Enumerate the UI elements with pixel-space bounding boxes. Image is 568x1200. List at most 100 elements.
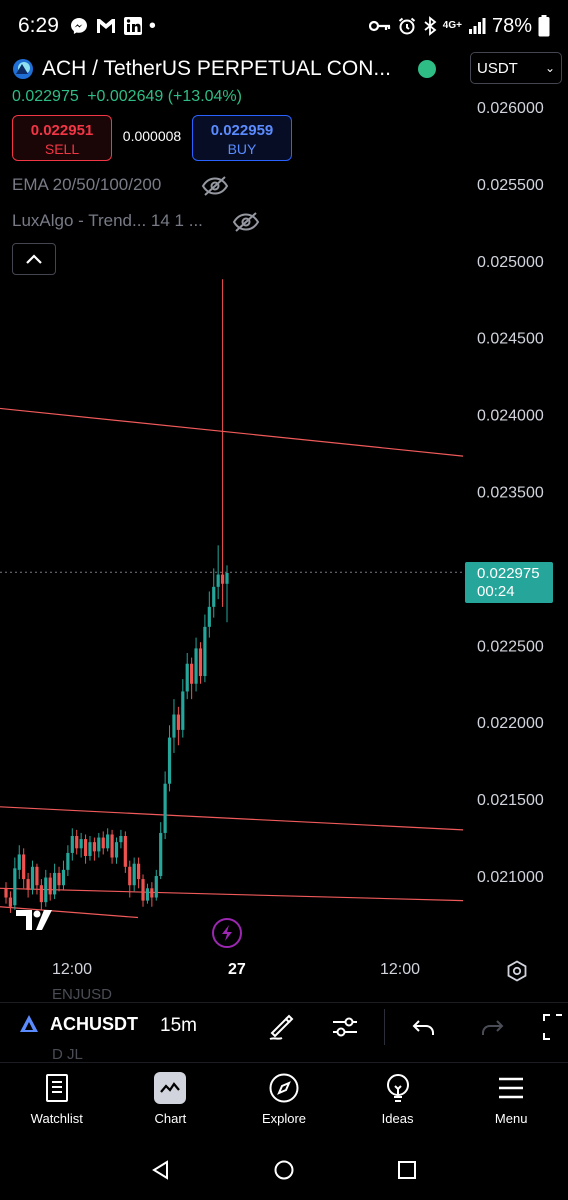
interval-selector[interactable]: 15m <box>160 1015 197 1036</box>
time-axis-label: 12:00 <box>52 961 93 978</box>
status-bar: 6:29 • 4G+ 78% <box>0 0 568 52</box>
candle <box>48 872 52 901</box>
notification-dot: • <box>148 14 156 37</box>
draw-icon[interactable] <box>266 1011 296 1043</box>
redo-icon[interactable] <box>478 1011 506 1043</box>
trendline[interactable] <box>0 887 464 902</box>
candle <box>88 836 92 861</box>
price-chart[interactable]: 0.026000 0.025500 0.025000 0.024500 0.024000… <box>0 0 568 1000</box>
chart-toolbar: ACHUSDT 15m <box>0 1002 568 1052</box>
nav-watchlist-label: Watchlist <box>30 1111 83 1126</box>
candle <box>132 857 136 892</box>
eye-off-icon[interactable] <box>231 210 261 234</box>
recents-icon[interactable] <box>396 1159 418 1181</box>
candle <box>66 845 70 876</box>
trendline[interactable] <box>0 407 464 457</box>
currency-value: USDT <box>477 59 518 77</box>
toolbar-divider <box>384 1009 385 1045</box>
buy-label: BUY <box>227 141 257 157</box>
candle <box>101 831 105 855</box>
candle <box>83 834 88 864</box>
candle <box>150 882 154 907</box>
price-axis-label: 0.026000 <box>477 100 544 117</box>
price-axis-label: 0.022000 <box>477 715 544 732</box>
candle <box>106 828 110 852</box>
candle <box>119 829 123 849</box>
undo-icon[interactable] <box>410 1011 438 1043</box>
nav-menu[interactable]: Menu <box>454 1063 568 1140</box>
symbol-title[interactable]: ACH / TetherUS PERPETUAL CON... <box>42 57 391 80</box>
trendline[interactable] <box>0 806 464 831</box>
alarm-icon <box>398 17 415 35</box>
bluetooth-icon <box>424 16 437 36</box>
candle <box>70 828 74 861</box>
candle <box>114 837 119 864</box>
ghost-symbol-below: D JL <box>52 1046 83 1063</box>
buy-price: 0.022959 <box>210 122 274 139</box>
nav-ideas[interactable]: Ideas <box>341 1063 455 1140</box>
sell-button[interactable]: 0.022951 SELL <box>12 115 112 161</box>
spread-value: 0.000008 <box>122 128 182 144</box>
candle <box>44 869 48 907</box>
gmail-icon <box>96 19 115 33</box>
currency-select[interactable]: USDT ⌄ <box>470 52 562 84</box>
ach-symbol-icon <box>20 1015 38 1032</box>
candle <box>167 725 172 792</box>
tradingview-logo <box>16 910 52 930</box>
sell-label: SELL <box>44 141 80 157</box>
candle <box>220 279 225 607</box>
candle <box>35 863 39 895</box>
eye-off-icon[interactable] <box>200 174 230 198</box>
lightning-button[interactable] <box>212 918 242 948</box>
fullscreen-icon[interactable] <box>540 1011 566 1043</box>
candle <box>137 857 141 889</box>
candle <box>163 771 167 840</box>
current-price-tag: 0.022975 00:24 <box>465 562 553 603</box>
sell-price: 0.022951 <box>30 122 94 139</box>
candle <box>194 637 198 692</box>
chart-settings-icon[interactable] <box>506 960 528 982</box>
current-price-label: 0.022975 <box>477 565 540 582</box>
candle <box>141 874 145 907</box>
indicator-luxalgo[interactable]: LuxAlgo - Trend... 14 1 ... <box>12 211 203 231</box>
candle <box>26 872 30 898</box>
chart-icon <box>160 1082 181 1093</box>
price-axis-label: 0.023500 <box>477 485 544 502</box>
trendline[interactable] <box>0 906 139 919</box>
price-axis-label: 0.021000 <box>477 869 544 886</box>
price-axis-label: 0.024500 <box>477 331 544 348</box>
home-icon[interactable] <box>273 1159 295 1181</box>
nav-watchlist[interactable]: Watchlist <box>0 1063 114 1140</box>
price-change: +0.002649 <box>87 88 164 105</box>
signal-icon <box>468 18 486 34</box>
key-icon <box>368 20 390 32</box>
battery-icon <box>538 15 550 37</box>
symbol-header[interactable]: ACH / TetherUS PERPETUAL CON... <box>12 54 472 84</box>
candle <box>190 657 194 700</box>
candle <box>159 822 163 880</box>
candle-countdown: 00:24 <box>477 583 515 600</box>
ghost-symbol-above: ENJUSD <box>52 986 113 1003</box>
candle <box>8 891 13 913</box>
network-type: 4G+ <box>442 20 462 31</box>
indicator-ema[interactable]: EMA 20/50/100/200 <box>12 175 161 195</box>
candle <box>172 699 176 753</box>
collapse-legend-button[interactable] <box>12 243 56 275</box>
candle <box>176 706 180 746</box>
candle <box>53 863 57 900</box>
nav-explore-label: Explore <box>261 1111 307 1126</box>
nav-chart[interactable]: Chart <box>114 1063 228 1140</box>
bottom-nav: Watchlist Chart Explore Ideas Menu <box>0 1062 568 1140</box>
buy-button[interactable]: 0.022959 BUY <box>192 115 292 161</box>
messenger-icon <box>70 18 87 34</box>
android-nav-bar <box>0 1140 568 1200</box>
nav-explore[interactable]: Explore <box>227 1063 341 1140</box>
candle <box>17 845 21 880</box>
back-icon[interactable] <box>150 1159 172 1181</box>
chevron-up-icon <box>26 254 42 264</box>
linkedin-icon <box>123 17 142 35</box>
indicator-settings-icon[interactable] <box>330 1011 360 1043</box>
candle <box>198 642 203 684</box>
symbol-selector[interactable]: ACHUSDT <box>18 1013 138 1035</box>
price-axis-label: 0.021500 <box>477 792 544 809</box>
